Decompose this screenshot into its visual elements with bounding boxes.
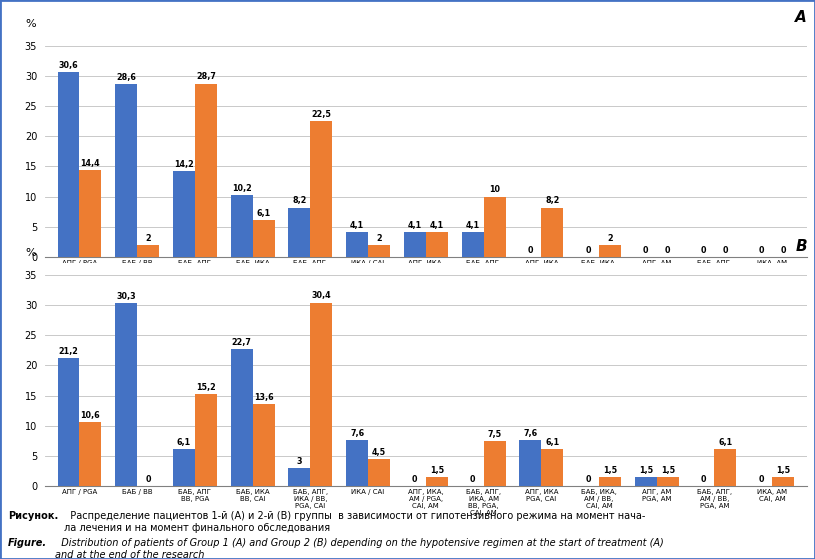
Bar	[599, 245, 621, 257]
Text: 0: 0	[759, 475, 764, 484]
Bar	[426, 233, 447, 257]
Bar	[461, 233, 483, 257]
Bar	[483, 441, 505, 486]
Bar	[426, 477, 447, 486]
Bar	[519, 440, 541, 486]
Text: 0: 0	[145, 475, 151, 484]
Text: 6,1: 6,1	[545, 438, 559, 447]
Text: 1,5: 1,5	[776, 466, 791, 475]
Y-axis label: %: %	[26, 248, 37, 258]
Text: 7,5: 7,5	[487, 429, 501, 439]
Bar	[715, 449, 737, 486]
Text: 28,6: 28,6	[117, 73, 136, 82]
Text: 4,1: 4,1	[465, 221, 480, 230]
Bar	[58, 358, 80, 486]
Bar	[541, 449, 563, 486]
Text: 2: 2	[607, 234, 613, 243]
Text: 30,4: 30,4	[311, 291, 331, 300]
Bar	[58, 72, 80, 257]
Bar	[80, 422, 101, 486]
Text: 1,5: 1,5	[603, 466, 617, 475]
Bar	[231, 196, 253, 257]
Bar	[311, 121, 333, 257]
Text: 0: 0	[470, 475, 475, 484]
Text: Figure.: Figure.	[8, 538, 47, 548]
Bar	[195, 395, 217, 486]
Y-axis label: %: %	[26, 19, 37, 29]
Text: 8,2: 8,2	[293, 196, 306, 205]
Text: 30,3: 30,3	[117, 292, 136, 301]
Text: 10,6: 10,6	[81, 411, 100, 420]
Bar	[483, 197, 505, 257]
Text: 0: 0	[759, 246, 764, 255]
Bar	[195, 84, 217, 257]
Bar	[173, 171, 195, 257]
Text: Distribution of patients of Group 1 (A) and Group 2 (B) depending on the hypoten: Distribution of patients of Group 1 (A) …	[55, 538, 664, 559]
Bar	[599, 477, 621, 486]
Text: 22,7: 22,7	[231, 338, 252, 347]
Text: 1,5: 1,5	[661, 466, 675, 475]
Text: 21,2: 21,2	[59, 347, 78, 356]
Text: 4,5: 4,5	[372, 448, 386, 457]
Bar	[173, 449, 195, 486]
Text: 0: 0	[701, 246, 707, 255]
Text: 0: 0	[701, 475, 707, 484]
Text: 0: 0	[585, 246, 591, 255]
Text: 10,2: 10,2	[231, 184, 252, 193]
Text: 2: 2	[377, 234, 382, 243]
Text: 0: 0	[527, 246, 533, 255]
Bar	[346, 233, 368, 257]
Text: 2: 2	[145, 234, 151, 243]
Text: 30,6: 30,6	[59, 61, 78, 70]
Text: 0: 0	[585, 475, 591, 484]
Text: 14,4: 14,4	[81, 159, 100, 168]
Text: 0: 0	[665, 246, 671, 255]
Text: 13,6: 13,6	[253, 393, 273, 402]
Bar	[80, 170, 101, 257]
Bar	[368, 459, 390, 486]
Text: 6,1: 6,1	[257, 209, 271, 218]
Bar	[773, 477, 794, 486]
Bar	[311, 302, 333, 486]
Bar	[115, 84, 137, 257]
Text: 0: 0	[643, 246, 649, 255]
Bar	[404, 233, 426, 257]
Text: 1,5: 1,5	[639, 466, 653, 475]
Bar	[137, 245, 159, 257]
Bar	[289, 468, 311, 486]
Text: 1,5: 1,5	[430, 466, 444, 475]
Text: Распределение пациентов 1-й (А) и 2-й (В) группы  в зависимости от гипотензивног: Распределение пациентов 1-й (А) и 2-й (В…	[64, 511, 645, 533]
Text: A: A	[795, 10, 807, 25]
Bar	[541, 207, 563, 257]
Text: 4,1: 4,1	[408, 221, 422, 230]
Text: 7,6: 7,6	[523, 429, 537, 438]
Bar	[657, 477, 679, 486]
Text: B: B	[795, 239, 807, 254]
Bar	[368, 245, 390, 257]
Text: 10: 10	[489, 185, 500, 195]
Text: 28,7: 28,7	[196, 72, 216, 81]
Text: 7,6: 7,6	[350, 429, 364, 438]
Text: 6,1: 6,1	[718, 438, 733, 447]
Text: 4,1: 4,1	[430, 221, 444, 230]
Bar	[231, 349, 253, 486]
Bar	[635, 477, 657, 486]
Bar	[115, 303, 137, 486]
Text: Рисунок.: Рисунок.	[8, 511, 59, 522]
Text: 15,2: 15,2	[196, 383, 216, 392]
Bar	[253, 404, 275, 486]
Bar	[289, 207, 311, 257]
Text: 14,2: 14,2	[174, 160, 194, 169]
Text: 8,2: 8,2	[545, 196, 559, 205]
Text: 0: 0	[723, 246, 728, 255]
Bar	[346, 440, 368, 486]
Text: 4,1: 4,1	[350, 221, 364, 230]
Text: 6,1: 6,1	[177, 438, 191, 447]
Text: 3: 3	[297, 457, 302, 466]
Bar	[253, 220, 275, 257]
Text: 0: 0	[781, 246, 786, 255]
Text: 0: 0	[412, 475, 417, 484]
Text: 22,5: 22,5	[311, 110, 331, 119]
